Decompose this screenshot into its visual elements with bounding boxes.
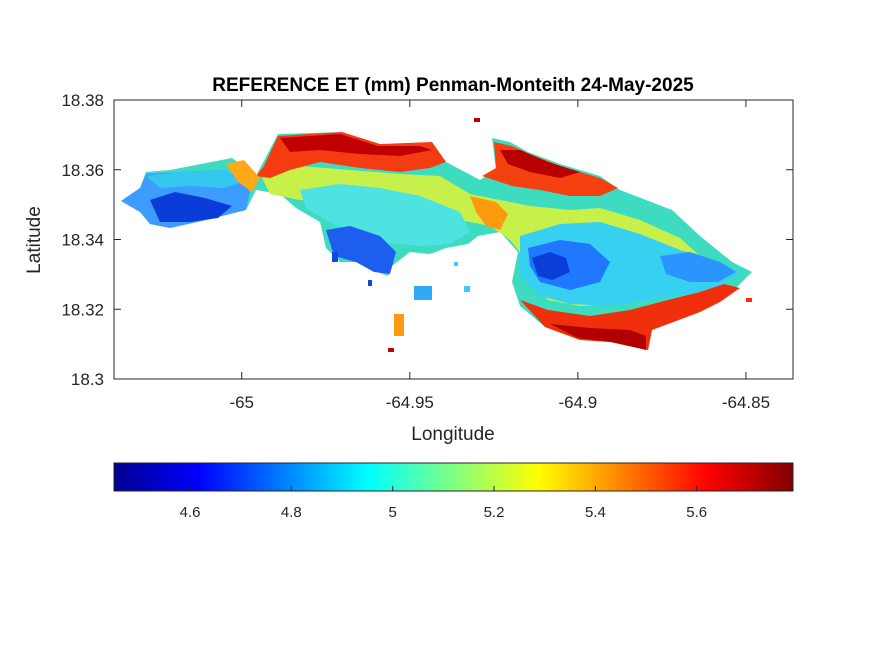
north-coast-darkred xyxy=(280,134,432,156)
west-cyan-edge xyxy=(146,170,242,188)
colorbar-tick-label: 5.4 xyxy=(585,504,606,521)
y-tick-label: 18.32 xyxy=(61,300,104,319)
east-interior-deep xyxy=(532,252,570,280)
colorbar-tick-label: 4.8 xyxy=(281,504,302,521)
x-tick-label: -64.95 xyxy=(386,393,434,412)
islet-1 xyxy=(332,252,338,262)
x-tick-label: -65 xyxy=(229,393,254,412)
colorbar xyxy=(113,462,794,492)
south-coast-darkred xyxy=(550,324,646,350)
islet-9 xyxy=(746,298,752,302)
x-tick-label: -64.85 xyxy=(722,393,770,412)
colorbar-tick-label: 5 xyxy=(389,504,397,521)
et-heatmap xyxy=(121,118,752,352)
west-peninsula-deep xyxy=(150,192,232,222)
x-axis-ticks: -65 -64.95 -64.9 -64.85 xyxy=(229,100,770,412)
colorbar-tick-label: 5.6 xyxy=(686,504,707,521)
islet-4 xyxy=(394,314,404,336)
islet-3 xyxy=(414,286,432,300)
west-neck-orange xyxy=(226,160,260,192)
chart-title: REFERENCE ET (mm) Penman-Monteith 24-May… xyxy=(212,75,694,96)
colorbar-tick-label: 5.2 xyxy=(484,504,505,521)
y-tick-label: 18.3 xyxy=(71,370,104,389)
x-axis-label: Longitude xyxy=(411,424,494,445)
islet-8 xyxy=(454,262,458,266)
islet-2 xyxy=(368,280,372,286)
y-tick-label: 18.34 xyxy=(61,231,104,250)
northeast-darkred xyxy=(500,150,580,178)
islet-5 xyxy=(388,348,394,352)
central-orange xyxy=(470,196,508,230)
x-tick-label: -64.9 xyxy=(558,393,597,412)
y-tick-label: 18.36 xyxy=(61,161,104,180)
y-tick-label: 18.38 xyxy=(61,91,104,110)
colorbar-tick-label: 4.6 xyxy=(180,504,201,521)
y-axis-label: Latitude xyxy=(24,206,45,274)
south-lobe-blue xyxy=(326,226,396,274)
y-axis-ticks: 18.3 18.32 18.34 18.36 18.38 xyxy=(61,91,793,389)
islet-6 xyxy=(464,286,470,292)
colorbar-ticks: 4.6 4.8 5 5.2 5.4 5.6 xyxy=(180,486,707,521)
islet-7 xyxy=(474,118,480,122)
island-interior-cyan xyxy=(300,184,470,246)
east-right-blue xyxy=(660,252,736,282)
